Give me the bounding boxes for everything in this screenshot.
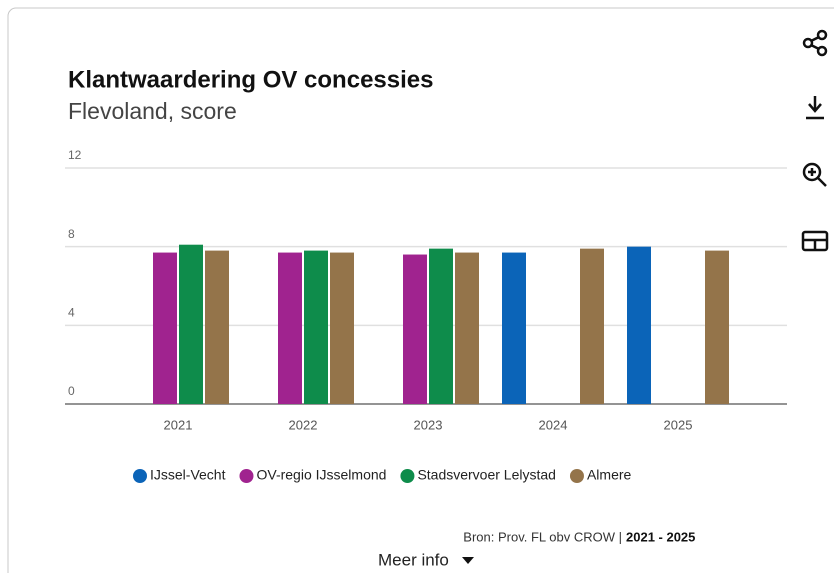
legend-label: Almere (587, 467, 632, 483)
legend-swatch (569, 469, 584, 483)
legend: IJssel-Vecht OV-regio IJsselmond Stadsverv… (133, 467, 632, 483)
bar (403, 254, 427, 404)
bar (330, 252, 354, 404)
bar (580, 248, 604, 404)
bar (278, 252, 302, 404)
bar (205, 250, 229, 404)
x-tick-label: 2021 (164, 417, 193, 432)
legend-swatch (239, 469, 254, 483)
plot: 0 4 8 12 2021 2022 2023 2024 2025 (65, 148, 787, 432)
legend-swatch (400, 469, 415, 483)
more-info-label[interactable]: Meer info (378, 550, 449, 569)
bar (705, 250, 729, 404)
legend-label: OV-regio IJsselmond (256, 467, 386, 483)
share-icon[interactable] (802, 29, 828, 57)
zoom-icon[interactable] (802, 162, 827, 187)
period: 2021 - 2025 (626, 529, 695, 544)
download-icon[interactable] (806, 96, 824, 120)
chart-subtitle: Flevoland, score (68, 98, 237, 124)
legend-label: Stadsvervoer Lelystad (417, 467, 556, 483)
more-info[interactable]: Meer info (378, 550, 474, 569)
caret (462, 557, 474, 564)
bar (429, 248, 453, 404)
x-tick-label: 2025 (664, 417, 693, 432)
bar (304, 250, 328, 404)
legend-label: IJssel-Vecht (150, 467, 226, 483)
bar (627, 246, 651, 404)
bar (502, 252, 526, 404)
chart-title: Klantwaardering OV concessies (68, 66, 433, 93)
x-tick-label: 2024 (539, 417, 568, 432)
x-tick-label: 2023 (414, 417, 443, 432)
table-icon[interactable] (801, 230, 829, 252)
y-tick-label: 12 (68, 148, 82, 162)
bar (179, 244, 203, 404)
bar (455, 252, 479, 404)
legend-swatch (133, 469, 147, 483)
y-tick-label: 4 (68, 306, 75, 320)
source: Bron: Prov. FL obv CROW | (463, 529, 622, 544)
x-tick-label: 2022 (289, 417, 318, 432)
y-tick-label: 0 (68, 384, 75, 398)
y-tick-label: 8 (68, 227, 75, 241)
bar (153, 252, 177, 404)
